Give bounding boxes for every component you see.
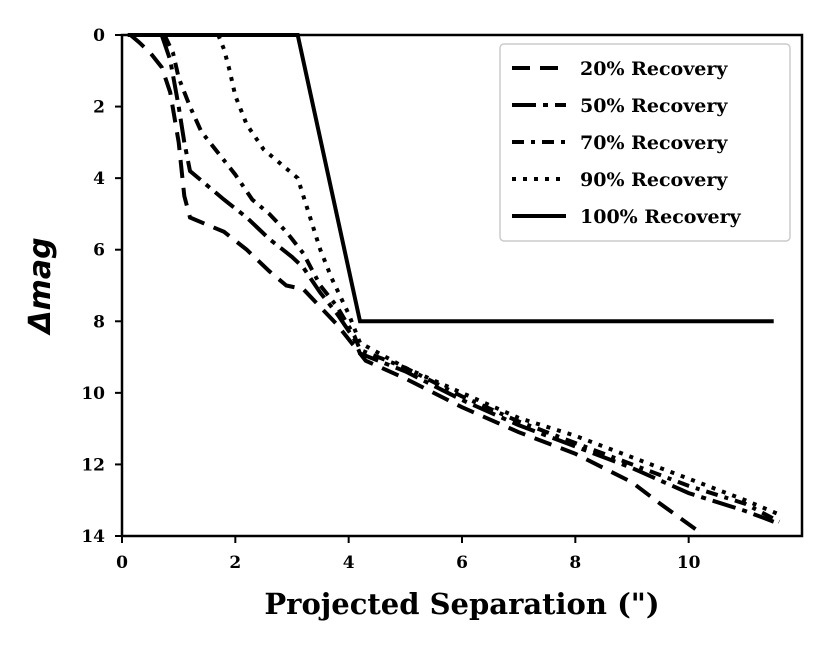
legend: 20% Recovery 50% Recovery 70% Recovery 90% …: [499, 43, 791, 242]
x-tick-label: 6: [456, 553, 468, 573]
series-layer: [127, 33, 781, 535]
legend-label-1: 20% Recovery: [580, 58, 728, 80]
x-tick-label: 2: [229, 553, 241, 573]
y-axis-label: Δmag: [23, 237, 58, 335]
y-tick-label: 10: [81, 384, 105, 404]
legend-entries: 20% Recovery 50% Recovery 70% Recovery 90% …: [512, 58, 742, 228]
x-axis-label: Projected Separation ("): [264, 587, 659, 621]
x-tick-label: 4: [343, 553, 355, 573]
x-tick-label: 8: [569, 553, 581, 573]
y-tick-label: 12: [81, 455, 105, 475]
legend-label-5: 100% Recovery: [580, 206, 742, 228]
y-tick-label: 6: [93, 241, 105, 261]
y-tick-label: 4: [93, 169, 105, 189]
plot-area: 0 2 4 6 8 10 0 2 4 6 8 10 12 14: [81, 26, 804, 573]
y-tick-label: 14: [81, 527, 105, 547]
x-tick-label: 0: [116, 553, 128, 573]
y-tick-label: 0: [93, 26, 105, 46]
y-tick-label: 8: [93, 312, 105, 332]
y-tick-label: 2: [93, 98, 105, 118]
series-line-2: [159, 34, 775, 524]
legend-box: [499, 43, 791, 242]
series-line-5: [127, 33, 774, 324]
legend-label-2: 50% Recovery: [580, 95, 728, 117]
legend-label-4: 90% Recovery: [580, 169, 728, 191]
legend-label-3: 70% Recovery: [580, 132, 728, 154]
series-line-3: [162, 34, 781, 524]
y-axis-ticks: 0 2 4 6 8 10 12 14: [81, 26, 122, 547]
x-tick-label: 10: [677, 553, 701, 573]
x-axis-ticks: 0 2 4 6 8 10: [116, 536, 701, 573]
series-line-1: [129, 33, 702, 535]
